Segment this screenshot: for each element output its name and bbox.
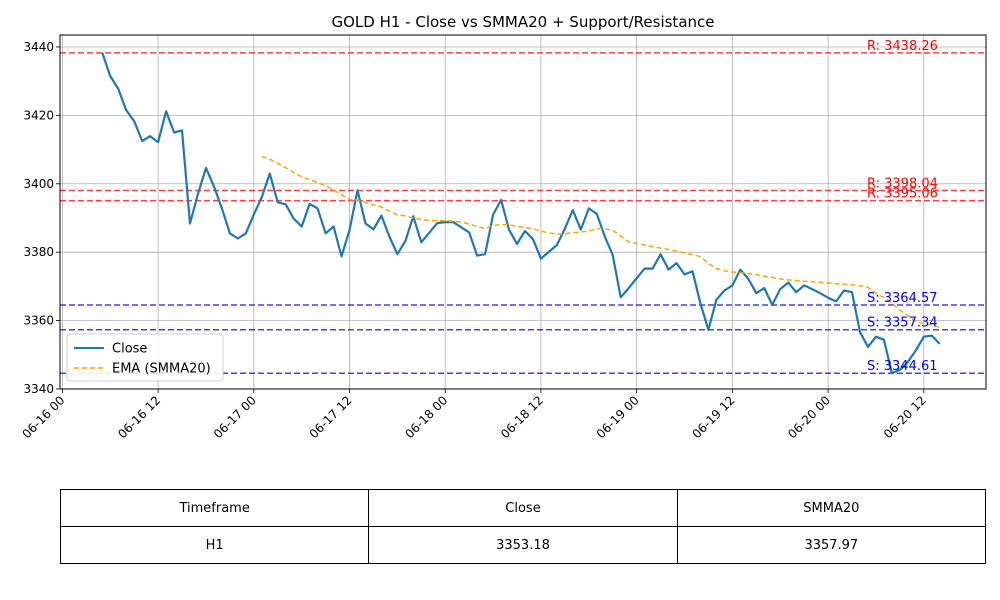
y-tick-label: 3380 xyxy=(23,245,54,259)
resistance-label: R: 3438.26 xyxy=(867,39,938,54)
chart: 06-16 00 06-16 12 06-17 00 06-17 12 06-18 00… xyxy=(19,13,987,441)
x-tick-label: 06-17 12 xyxy=(307,393,355,441)
x-tick-label: 06-16 12 xyxy=(115,393,163,441)
chart-title: GOLD H1 - Close vs SMMA20 + Support/Resi… xyxy=(331,13,714,31)
y-tick-label: 3420 xyxy=(23,108,54,122)
x-tick-label: 06-20 00 xyxy=(785,393,833,441)
cell-timeframe: H1 xyxy=(59,526,370,564)
series xyxy=(101,52,941,375)
series-line-close xyxy=(101,52,941,375)
x-tick-label: 06-18 12 xyxy=(498,393,546,441)
series-line-smma20 xyxy=(261,155,940,329)
header-smma20: SMMA20 xyxy=(676,489,987,527)
x-tick-label: 06-19 12 xyxy=(689,393,737,441)
y-tick-label: 3440 xyxy=(23,40,54,54)
resistance-label: R: 3398.04 xyxy=(867,176,938,191)
cell-smma20: 3357.97 xyxy=(676,526,987,564)
x-tick-label: 06-20 12 xyxy=(881,393,929,441)
cell-close: 3353.18 xyxy=(368,526,678,564)
legend-label-smma20: EMA (SMMA20) xyxy=(112,362,211,377)
level-labels: R: 3438.26 R: 3398.04R: 3395.06 S: 3364.57… xyxy=(867,39,938,374)
support-label: S: 3344.61 xyxy=(867,359,938,374)
header-timeframe: Timeframe xyxy=(59,489,370,527)
legend: Close EMA (SMMA20) xyxy=(66,333,224,382)
support-label: S: 3364.57 xyxy=(867,291,938,306)
legend-box xyxy=(66,333,224,382)
y-tick-label: 3360 xyxy=(23,314,54,328)
table-row: H1 3353.18 3357.97 xyxy=(59,526,987,564)
x-tick-label: 06-17 00 xyxy=(211,393,259,441)
x-tick-label: 06-16 00 xyxy=(19,393,67,441)
header-close: Close xyxy=(368,489,678,527)
y-tick-label: 3400 xyxy=(23,177,54,191)
x-tick-label: 06-19 00 xyxy=(594,393,642,441)
legend-label-close: Close xyxy=(112,342,147,357)
plot-frame xyxy=(59,34,987,390)
summary-table: Timeframe Close SMMA20 H1 3353.18 3357.9… xyxy=(59,489,987,564)
resistance-label: R: 3395.06 xyxy=(867,187,938,202)
y-tick-label: 3340 xyxy=(23,382,54,396)
x-tick-label: 06-18 00 xyxy=(402,393,450,441)
support-label: S: 3357.34 xyxy=(867,316,938,331)
table-header-row: Timeframe Close SMMA20 xyxy=(59,489,987,527)
